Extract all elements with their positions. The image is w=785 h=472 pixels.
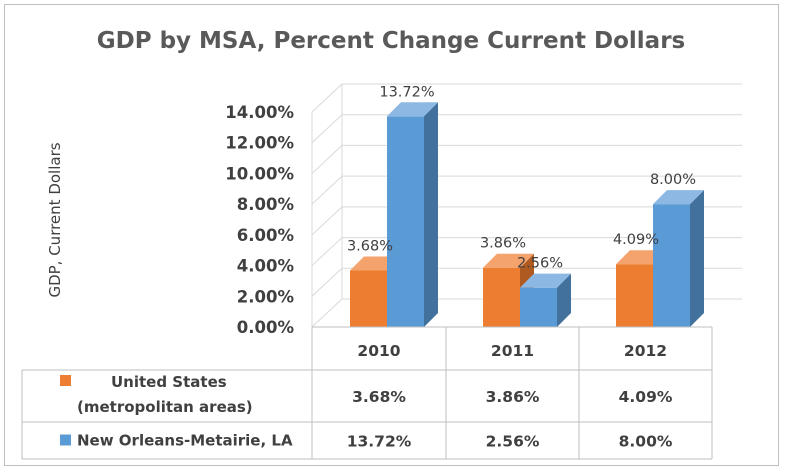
y-axis-ticks: 0.00% 2.00% 4.00% 6.00% 8.00% 10.00% 12.00% 14.… [225,103,294,337]
gridlines [311,83,742,328]
bar-top [387,102,438,117]
table-value: 13.72% [347,433,412,451]
bar-top [653,190,704,205]
table-value: 4.09% [619,388,673,406]
bar-top [520,273,571,288]
gridline [311,144,742,174]
bar-front [350,270,387,327]
table-value: 3.68% [352,388,406,406]
data-label: 2.56% [517,256,563,272]
legend-key [60,375,71,386]
table-category: 2010 [357,342,400,360]
data-labels: 3.68% 13.72% 3.86% 2.56% 4.09% 8.00% [347,84,696,271]
gridline [311,83,742,113]
data-table: 2010 2011 2012 United States (metropolitan a… [21,326,713,460]
y-tick-label: 8.00% [237,195,295,214]
bar-front [653,204,690,327]
y-tick-label: 0.00% [237,318,295,337]
data-label: 8.00% [650,172,696,188]
y-axis-label: GDP, Current Dollars [46,142,64,297]
data-label: 3.86% [480,236,526,252]
data-label: 3.68% [347,238,393,254]
bar-front [483,267,520,327]
table-category: 2011 [491,342,534,360]
chart-title: GDP by MSA, Percent Change Current Dolla… [97,28,685,54]
bar-side [557,273,571,327]
bars [350,102,704,327]
legend-key [60,434,71,446]
bar-side [424,102,438,327]
bar-new-2012 [653,190,704,327]
bar-front [387,116,424,327]
y-tick-label: 10.00% [225,164,294,183]
table-category: 2012 [624,342,667,360]
data-label: 4.09% [613,232,659,248]
bar-new-2011 [520,273,571,327]
table-value: 8.00% [619,433,673,451]
series-name: United States [111,373,227,391]
series-name: New Orleans-Metairie, LA [77,432,293,450]
y-tick-label: 2.00% [237,287,295,306]
data-label: 13.72% [379,84,434,100]
y-tick-label: 6.00% [237,226,295,245]
bar-front [616,264,653,327]
table-value: 2.56% [486,433,540,451]
table-value: 3.86% [486,388,540,406]
bar-side [690,190,704,327]
bar-top [483,253,534,268]
series-name: (metropolitan areas) [77,398,253,416]
bar-new-2010 [387,102,438,327]
gridline [311,114,742,144]
y-tick-label: 12.00% [225,134,294,153]
y-tick-label: 4.00% [237,257,295,276]
bar-front [520,287,557,327]
y-tick-label: 14.00% [225,103,294,122]
